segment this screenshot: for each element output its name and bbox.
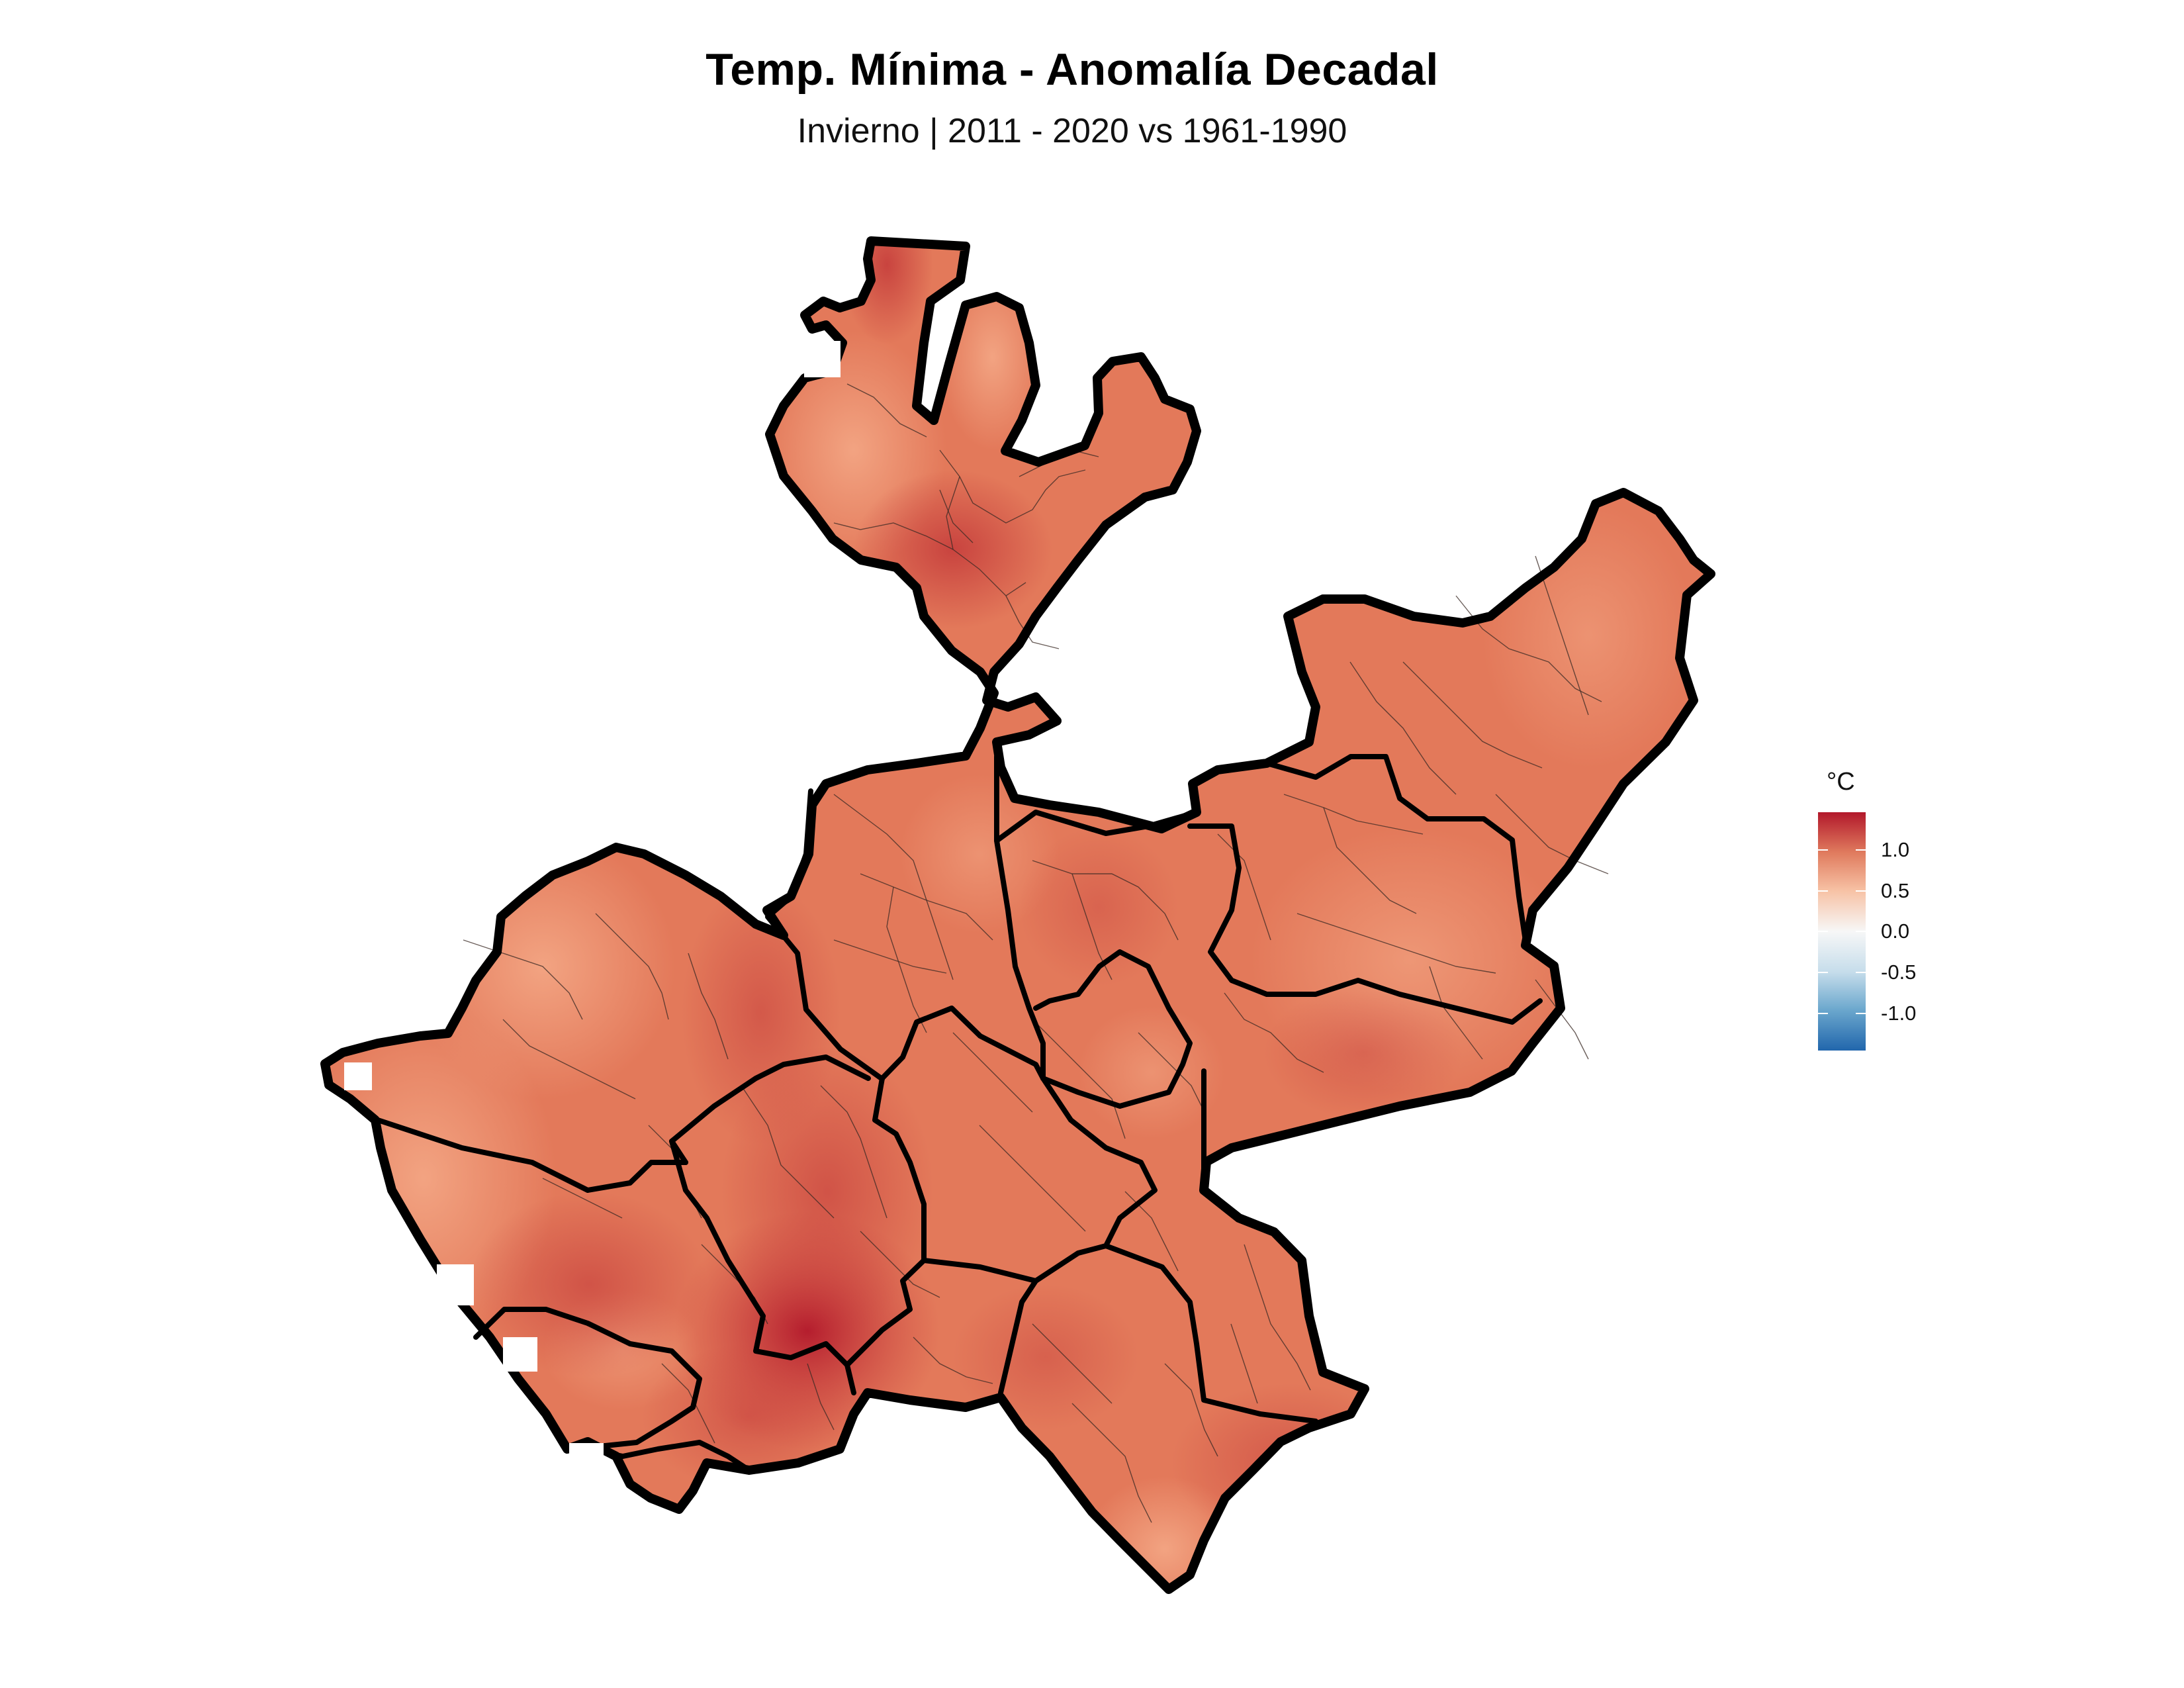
legend-tick-right	[1856, 931, 1866, 932]
legend-tick-right	[1856, 849, 1866, 851]
legend-tick-label: -1.0	[1881, 1002, 1917, 1025]
legend-tick-label: 0.0	[1881, 919, 1910, 943]
legend-tick-right	[1856, 890, 1866, 892]
chart-title: Temp. Mínima - Anomalía Decadal	[705, 44, 1439, 95]
legend-title: °C	[1827, 768, 1855, 796]
legend-tick-label: -0.5	[1881, 961, 1917, 984]
state-outline	[320, 236, 1715, 1594]
chart-subtitle: Invierno | 2011 - 2020 vs 1961-1990	[797, 112, 1347, 150]
no-data-cells	[344, 341, 841, 1462]
legend-tick-label: 1.0	[1881, 838, 1910, 861]
legend-tick-left	[1818, 1013, 1828, 1014]
legend-tick-right	[1856, 1013, 1866, 1014]
legend-tick-left	[1818, 890, 1828, 892]
legend-tick-left	[1818, 931, 1828, 932]
legend-tick-left	[1818, 972, 1828, 973]
legend-tick-label: 0.5	[1881, 879, 1910, 902]
legend-tick-right	[1856, 972, 1866, 973]
legend-tick-left	[1818, 849, 1828, 851]
